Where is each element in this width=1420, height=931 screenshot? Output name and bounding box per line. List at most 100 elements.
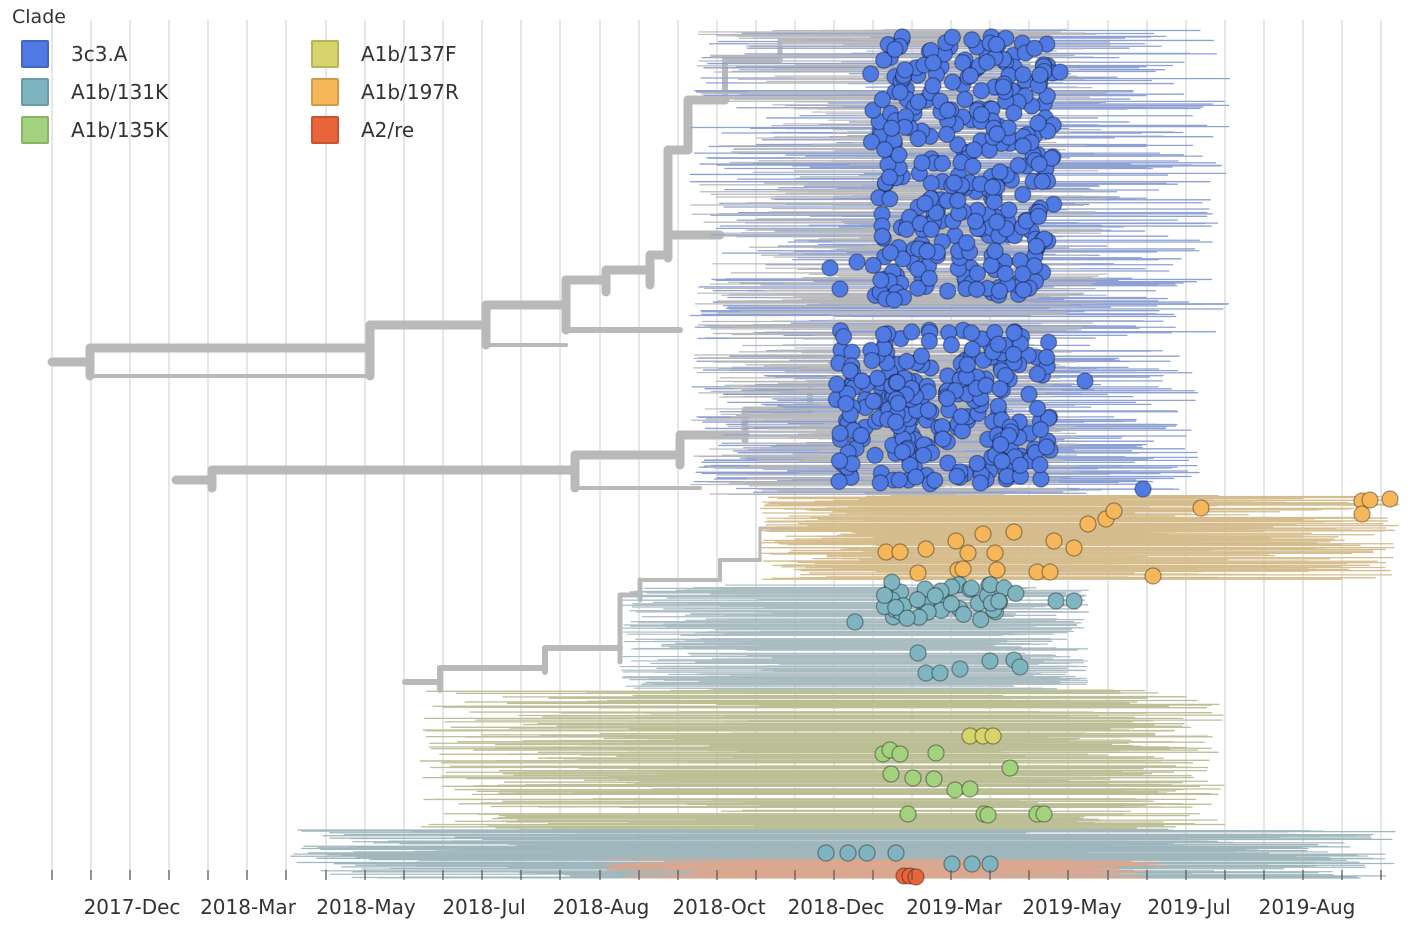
axis-tick-label: 2019-Jul bbox=[1147, 895, 1230, 919]
tree-tip bbox=[964, 157, 982, 175]
tree-tip bbox=[1020, 385, 1038, 403]
legend-swatch bbox=[311, 116, 339, 144]
tree-tip bbox=[1029, 114, 1047, 132]
tree-tip bbox=[887, 598, 905, 617]
tree-tip bbox=[920, 269, 938, 287]
tree-tip bbox=[984, 727, 1002, 745]
tree-tip bbox=[917, 540, 935, 558]
legend-swatch bbox=[21, 78, 49, 106]
tree-tip bbox=[1105, 502, 1123, 520]
legend-item-a1b-137f[interactable]: A1b/137F bbox=[302, 38, 482, 70]
axis-tick-label: 2018-Aug bbox=[553, 895, 650, 919]
legend: Clade 3c3.A A1b/131K A1b/135K A1b/137F A… bbox=[12, 6, 482, 146]
tree-tip bbox=[846, 613, 864, 631]
tree-tip bbox=[920, 332, 938, 350]
tree-tip bbox=[909, 644, 927, 662]
tree-tip bbox=[1014, 65, 1032, 84]
tree-tip bbox=[948, 467, 966, 485]
tree-tip bbox=[933, 154, 952, 173]
tree-tip bbox=[943, 855, 961, 873]
tree-tip bbox=[899, 805, 917, 823]
tree-tip bbox=[1004, 345, 1023, 363]
tree-tip bbox=[926, 587, 944, 605]
tree-tip bbox=[965, 141, 983, 159]
tree-tip bbox=[1039, 409, 1058, 427]
tree-tip bbox=[986, 242, 1004, 260]
tree-tip bbox=[963, 855, 981, 873]
tree-tip bbox=[890, 146, 908, 164]
tree-tip bbox=[887, 844, 905, 862]
tree-tip bbox=[831, 280, 849, 298]
tree-tip bbox=[927, 204, 945, 222]
tree-tip bbox=[1031, 66, 1049, 84]
tree-tip bbox=[828, 375, 846, 393]
tree-tip bbox=[1192, 499, 1210, 517]
tree-tip bbox=[882, 119, 901, 137]
tree-tip bbox=[898, 609, 916, 627]
tree-tip bbox=[1381, 490, 1399, 508]
tree-tip bbox=[914, 446, 933, 465]
tree-tip bbox=[954, 605, 973, 623]
tree-tip bbox=[981, 855, 999, 873]
tree-tip bbox=[938, 125, 956, 144]
tree-tip bbox=[991, 380, 1009, 398]
tree-tip bbox=[962, 324, 981, 342]
tree-branches[interactable] bbox=[47, 29, 1400, 879]
tree-tip bbox=[990, 592, 1008, 610]
tree-tip bbox=[939, 454, 957, 472]
tree-tip bbox=[852, 426, 870, 444]
tree-tip bbox=[909, 93, 928, 111]
tree-tip bbox=[868, 369, 887, 387]
tree-tip bbox=[924, 54, 942, 72]
tree-tip bbox=[1039, 333, 1058, 351]
legend-label: A2/re bbox=[361, 118, 415, 142]
tree-tip bbox=[1144, 567, 1162, 585]
tree-tip bbox=[858, 844, 876, 862]
tree-tip bbox=[1028, 365, 1047, 383]
tree-tip bbox=[1041, 563, 1059, 581]
tree-tip bbox=[943, 28, 962, 46]
tree-tip bbox=[873, 227, 891, 245]
tree-tip bbox=[968, 454, 986, 473]
tree-tips[interactable] bbox=[817, 28, 1399, 886]
tree-tip bbox=[1047, 592, 1065, 610]
tree-tip bbox=[875, 586, 894, 605]
tree-tip bbox=[853, 372, 871, 390]
tree-tip bbox=[945, 174, 963, 192]
tree-tip bbox=[1005, 523, 1023, 541]
legend-item-a1b-135k[interactable]: A1b/135K bbox=[12, 114, 302, 146]
tree-tip bbox=[1361, 491, 1379, 509]
axis-tick-label: 2018-Mar bbox=[200, 895, 297, 919]
tree-tip bbox=[974, 525, 992, 543]
tree-tip bbox=[1038, 348, 1056, 367]
tree-tip bbox=[996, 264, 1014, 283]
tree-tip bbox=[1009, 156, 1027, 175]
tree-tip bbox=[990, 282, 1009, 300]
tree-tip bbox=[1051, 63, 1069, 81]
legend-item-a1b-131k[interactable]: A1b/131K bbox=[12, 76, 302, 108]
tree-tip bbox=[1079, 515, 1097, 533]
legend-item-a1b-197r[interactable]: A1b/197R bbox=[302, 76, 482, 108]
tree-tip bbox=[1037, 438, 1056, 456]
tree-tip bbox=[1025, 39, 1044, 58]
axis-tick-label: 2017-Dec bbox=[84, 895, 181, 919]
legend-item-3c3a[interactable]: 3c3.A bbox=[12, 38, 302, 70]
tree-tip bbox=[1027, 237, 1045, 256]
tree-tip bbox=[1038, 87, 1056, 105]
tree-tip bbox=[864, 256, 882, 274]
tree-tip bbox=[909, 279, 927, 297]
tree-tip bbox=[891, 543, 909, 561]
tree-tip bbox=[946, 781, 964, 799]
tree-tip bbox=[916, 194, 934, 212]
tree-tip bbox=[864, 101, 882, 119]
tree-tip bbox=[912, 347, 931, 365]
tree-tip bbox=[919, 401, 938, 419]
tree-tip bbox=[951, 660, 969, 678]
tree-tip bbox=[987, 35, 1006, 54]
tree-tip bbox=[961, 67, 979, 85]
tree-tip bbox=[1007, 584, 1025, 603]
axis-tick-label: 2018-Dec bbox=[788, 895, 885, 919]
tree-tip bbox=[924, 77, 942, 95]
legend-item-a2-re[interactable]: A2/re bbox=[302, 114, 482, 146]
tree-tip bbox=[1014, 265, 1032, 283]
